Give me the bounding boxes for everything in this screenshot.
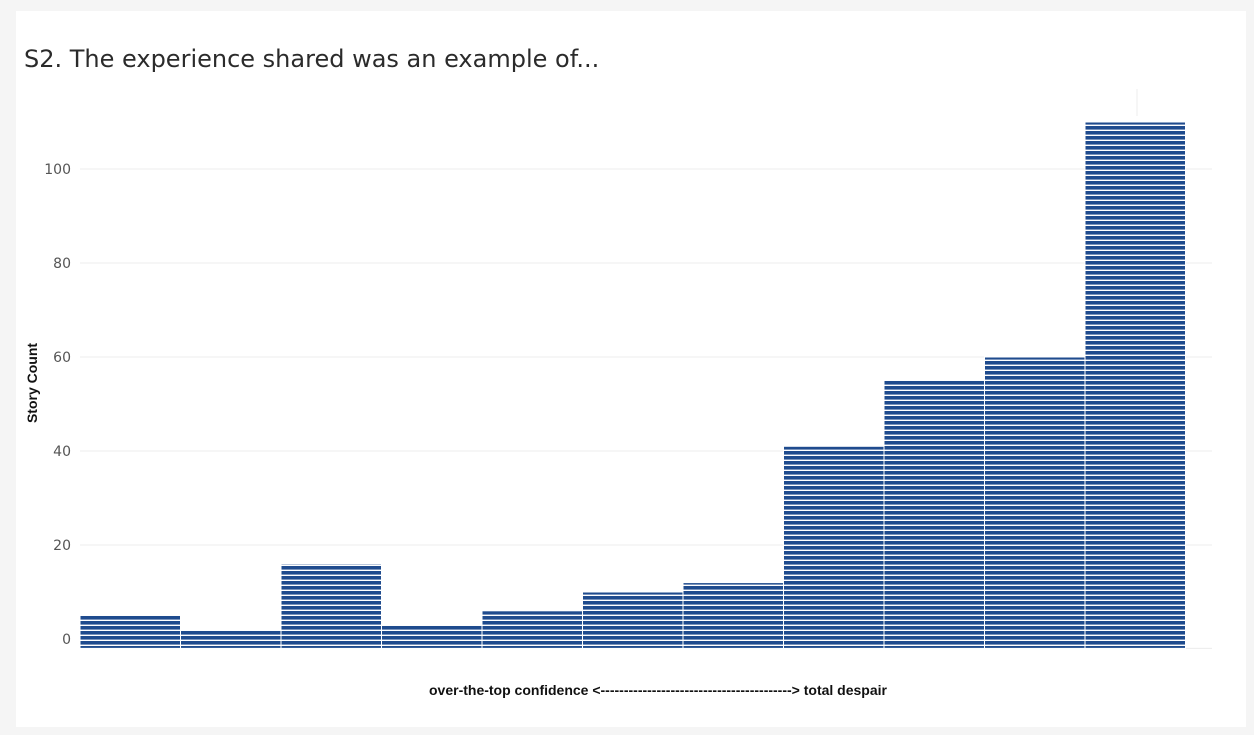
y-tick-label: 60	[53, 350, 71, 366]
y-axis-title: Story Count	[24, 343, 40, 423]
x-axis-title: over-the-top confidence <---------------…	[429, 682, 888, 698]
bar-3[interactable]	[280, 563, 382, 649]
y-tick-label: 0	[62, 632, 71, 648]
bar-4[interactable]	[381, 624, 483, 649]
bars	[79, 121, 1186, 649]
y-tick-label: 80	[53, 256, 71, 272]
chart-card: S2. The experience shared was an example…	[16, 11, 1246, 727]
bar-1[interactable]	[79, 615, 181, 649]
bar-11[interactable]	[1084, 121, 1186, 649]
bar-7[interactable]	[682, 582, 784, 649]
y-axis-ticks: 0 20 40 60 80 100	[44, 162, 71, 648]
bar-9[interactable]	[883, 380, 985, 649]
bar-6[interactable]	[582, 591, 684, 649]
chart-title: S2. The experience shared was an example…	[24, 45, 600, 73]
y-tick-label: 100	[44, 162, 71, 178]
bar-5[interactable]	[481, 610, 583, 649]
y-tick-label: 20	[53, 538, 71, 554]
y-tick-label: 40	[53, 444, 71, 460]
bar-chart: 0 20 40 60 80 100 Story Count over-the-top co…	[24, 89, 1212, 698]
bar-2[interactable]	[180, 629, 282, 649]
bar-8[interactable]	[783, 445, 885, 649]
bar-10[interactable]	[984, 356, 1086, 649]
